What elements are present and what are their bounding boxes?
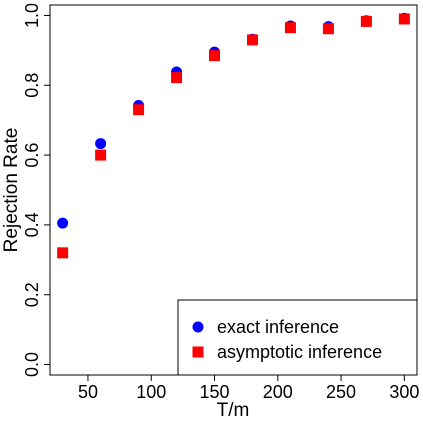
legend-label-asymptotic-inference: asymptotic inference (217, 342, 382, 362)
y-axis: 0.0 0.2 0.4 0.6 0.8 1.0 (22, 3, 50, 377)
data-points (57, 12, 410, 259)
legend: exact inference asymptotic inference (177, 299, 418, 376)
y-tick-label: 0.4 (22, 212, 42, 237)
point-asymptotic-inference (284, 22, 296, 34)
x-tick-label: 300 (389, 382, 419, 402)
x-tick-label: 150 (199, 382, 229, 402)
y-tick-label: 0.8 (22, 73, 42, 98)
point-asymptotic-inference (398, 13, 410, 25)
x-tick-label: 200 (263, 382, 293, 402)
point-exact-inference (57, 217, 69, 229)
y-tick-label: 0.0 (22, 352, 42, 377)
y-tick-label: 0.2 (22, 282, 42, 307)
x-tick-label: 50 (78, 382, 98, 402)
point-asymptotic-inference (209, 50, 221, 62)
point-asymptotic-inference (171, 72, 183, 84)
x-axis-title: T/m (217, 400, 250, 421)
legend-marker-asymptotic-inference (192, 346, 204, 358)
x-tick-label: 250 (326, 382, 356, 402)
y-tick-label: 0.6 (22, 143, 42, 168)
point-asymptotic-inference (133, 104, 145, 116)
point-asymptotic-inference (57, 247, 69, 259)
legend-marker-exact-inference (192, 321, 204, 333)
legend-label-exact-inference: exact inference (217, 317, 339, 337)
point-asymptotic-inference (95, 149, 107, 161)
x-tick-label: 100 (136, 382, 166, 402)
point-asymptotic-inference (246, 34, 258, 46)
y-tick-label: 1.0 (22, 3, 42, 28)
point-asymptotic-inference (322, 23, 334, 35)
y-axis-title: Rejection Rate (1, 128, 22, 253)
point-asymptotic-inference (360, 15, 372, 27)
legend-box (177, 299, 418, 376)
point-exact-inference (95, 138, 107, 150)
x-axis: 50 100 150 200 250 300 (78, 375, 419, 402)
